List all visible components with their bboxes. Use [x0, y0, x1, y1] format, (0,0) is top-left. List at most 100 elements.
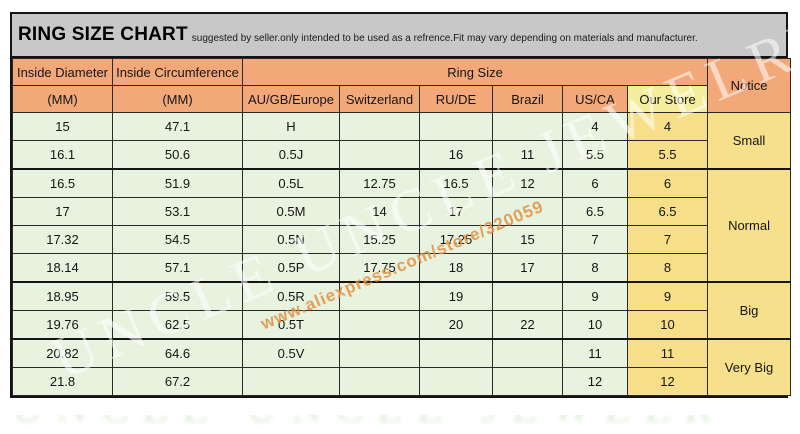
col-header-ring-size: Ring Size [241, 58, 709, 86]
table-cell: 50.6 [112, 140, 243, 170]
table-cell: 22 [492, 310, 563, 340]
table-cell: 64.6 [112, 338, 243, 368]
table-cell: 4 [562, 112, 628, 141]
table-cell: 5.5 [626, 140, 709, 170]
table-cell: 8 [626, 253, 709, 283]
header-row-columns: (MM) (MM) AU/GB/Europe Switzerland RU/DE… [12, 85, 791, 113]
table-cell: 18.14 [12, 253, 113, 283]
table-cell: 51.9 [112, 168, 243, 198]
col-unit-inside-circumference: (MM) [112, 85, 243, 113]
table-cell: 5.5 [562, 140, 628, 170]
table-cell [492, 197, 563, 226]
table-cell: 16.5 [419, 168, 493, 198]
table-cell: 6.5 [562, 197, 628, 226]
notice-cell: Very Big [707, 338, 792, 396]
table-cell: 17.32 [12, 225, 113, 254]
table-cell: 0.5V [242, 338, 340, 368]
table-cell: 0.5M [242, 197, 340, 226]
table-cell: 17 [12, 197, 113, 226]
table-cell: 9 [562, 281, 628, 311]
col-header-au-gb-europe: AU/GB/Europe [242, 85, 340, 113]
col-header-switzerland: Switzerland [339, 85, 420, 113]
table-row: 16.5 51.9 0.5L 12.75 16.5 12 6 6 Normal [12, 168, 792, 283]
col-header-brazil: Brazil [492, 85, 563, 113]
col-header-notice: Notice [707, 58, 792, 113]
table-cell: 14 [339, 197, 420, 226]
col-unit-inside-diameter: (MM) [12, 85, 113, 113]
table-header: Inside Diameter Inside Circumference Rin… [12, 58, 792, 113]
table-cell: 6 [562, 168, 628, 198]
table-cell: 19.76 [12, 310, 113, 340]
watermark-bottom-artifact: UNCLE UNCLE JEWELRY [12, 415, 718, 432]
table-cell: 57.1 [112, 253, 243, 283]
table-cell: 18.95 [12, 281, 113, 311]
table-cell: 6.5 [626, 197, 709, 226]
table-row: 17 53.1 0.5M 14 17 6.5 6.5 [12, 197, 791, 226]
table-cell: 0.5J [242, 140, 340, 170]
table-body: 15 47.1 H 4 4 Small 16.1 50.6 0.5J 16 11 5.5 5.5 16.5… [12, 112, 792, 396]
table-row: 18.14 57.1 0.5P 17.75 18 17 8 8 [12, 253, 791, 283]
table-cell: 16 [419, 140, 493, 170]
col-header-inside-circumference: Inside Circumference [112, 58, 243, 86]
ring-size-chart-sheet: RING SIZE CHART suggested by seller.only… [10, 12, 792, 398]
table-cell: 11 [492, 140, 563, 170]
table-cell: 10 [562, 310, 628, 340]
table-cell: 7 [562, 225, 628, 254]
col-header-us-ca: US/CA [562, 85, 628, 113]
table-cell [419, 367, 493, 396]
table-cell: 16.1 [12, 140, 113, 170]
table-cell: 15.25 [339, 225, 420, 254]
table-cell: 6 [626, 168, 709, 198]
table-cell: 17.25 [419, 225, 493, 254]
chart-title-bar: RING SIZE CHART suggested by seller.only… [12, 14, 786, 58]
table-row: 20.82 64.6 0.5V 11 11 Very Big [12, 338, 792, 396]
table-cell [339, 338, 420, 368]
col-header-inside-diameter: Inside Diameter [12, 58, 113, 86]
table-cell: 10 [626, 310, 709, 340]
header-row-groups: Inside Diameter Inside Circumference Rin… [12, 58, 792, 113]
table-cell [339, 281, 420, 311]
table-cell: 15 [492, 225, 563, 254]
table-cell [492, 338, 563, 368]
table-cell: 12 [626, 367, 709, 396]
chart-subtitle: suggested by seller.only intended to be … [191, 33, 698, 44]
table-cell: 0.5P [242, 253, 340, 283]
table-cell: 54.5 [112, 225, 243, 254]
notice-cell: Big [707, 281, 792, 340]
table-row: 21.8 67.2 12 12 [12, 367, 791, 396]
table-cell: 11 [562, 338, 628, 368]
ring-size-table: Inside Diameter Inside Circumference Rin… [12, 58, 792, 396]
table-row: 17.32 54.5 0.5N 15.25 17.25 15 7 7 [12, 225, 791, 254]
table-cell [492, 281, 563, 311]
table-cell [242, 367, 340, 396]
chart-title: RING SIZE CHART [18, 24, 188, 45]
table-cell: 17.75 [339, 253, 420, 283]
table-row: 15 47.1 H 4 4 Small [12, 112, 792, 170]
col-header-our-store: Our Store [626, 85, 709, 113]
table-cell: 16.5 [12, 168, 113, 198]
table-cell: 12 [492, 168, 563, 198]
table-row: 19.76 62.5 0.5T 20 22 10 10 [12, 310, 791, 340]
table-cell: H [242, 112, 340, 141]
table-cell [492, 112, 563, 141]
watermark-bottom-text: UNCLE UNCLE JEWELRY [12, 415, 718, 432]
table-cell: 17 [419, 197, 493, 226]
table-cell: 20 [419, 310, 493, 340]
table-cell: 15 [12, 112, 113, 141]
table-cell: 4 [626, 112, 709, 141]
table-cell: 53.1 [112, 197, 243, 226]
table-cell: 18 [419, 253, 493, 283]
col-header-ru-de: RU/DE [419, 85, 493, 113]
table-cell: 17 [492, 253, 563, 283]
table-cell: 8 [562, 253, 628, 283]
table-cell [339, 367, 420, 396]
table-row: 16.1 50.6 0.5J 16 11 5.5 5.5 [12, 140, 791, 170]
table-row: 18.95 59.5 0.5R 19 9 9 Big [12, 281, 792, 340]
table-cell: 11 [626, 338, 709, 368]
table-cell [339, 112, 420, 141]
table-cell: 12.75 [339, 168, 420, 198]
table-cell: 20.82 [12, 338, 113, 368]
table-cell: 7 [626, 225, 709, 254]
table-cell [419, 338, 493, 368]
